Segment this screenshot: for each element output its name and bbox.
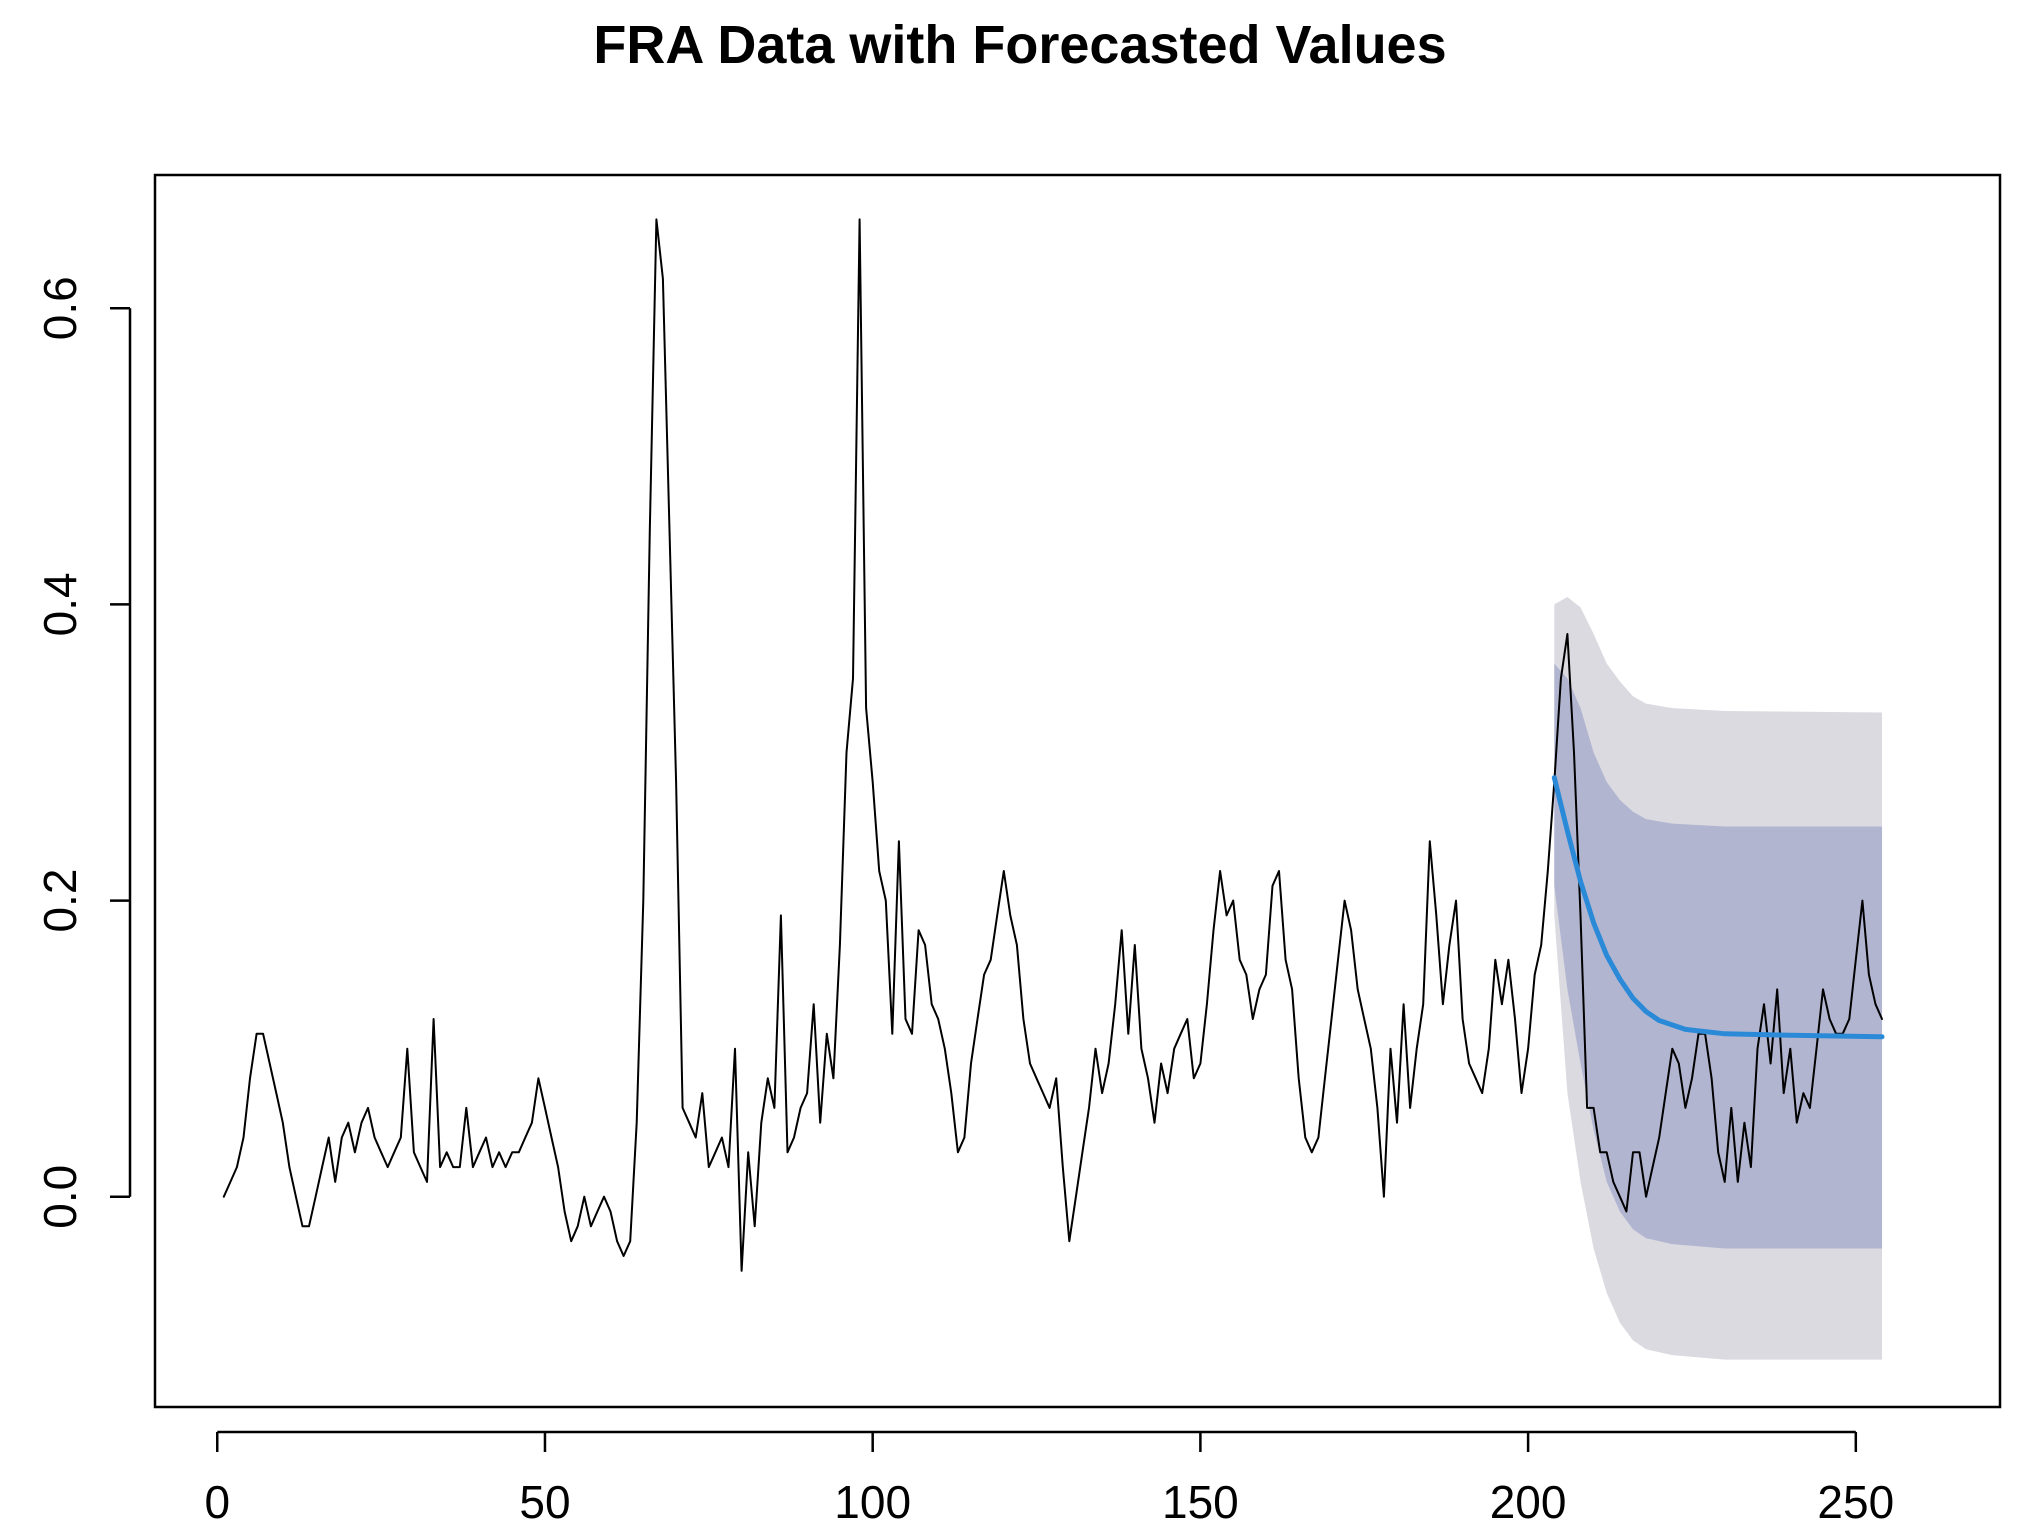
x-axis: 0 50 100 150 200 250 bbox=[204, 1430, 1894, 1528]
x-tick-label: 200 bbox=[1490, 1476, 1567, 1528]
series-line-observed bbox=[222, 218, 1883, 1272]
x-tick-label: 0 bbox=[204, 1476, 230, 1528]
chart-title: FRA Data with Forecasted Values bbox=[593, 15, 1447, 75]
x-tick-label: 150 bbox=[1162, 1476, 1239, 1528]
y-tick-label: 0.0 bbox=[34, 1165, 86, 1229]
series-lines bbox=[222, 218, 1885, 1272]
y-tick-label: 0.6 bbox=[34, 276, 86, 340]
plot-frame bbox=[153, 173, 2002, 1409]
forecast-band-80 bbox=[1554, 663, 1883, 1249]
y-axis: 0.0 0.2 0.4 0.6 bbox=[34, 276, 132, 1229]
x-tick-label: 50 bbox=[519, 1476, 570, 1528]
forecast-intervals bbox=[1554, 597, 1883, 1360]
series-line-forecast_mean bbox=[1551, 775, 1885, 1040]
y-tick-label: 0.4 bbox=[34, 572, 86, 636]
y-tick-label: 0.2 bbox=[34, 869, 86, 933]
x-tick-label: 250 bbox=[1817, 1476, 1894, 1528]
x-tick-label: 100 bbox=[834, 1476, 911, 1528]
